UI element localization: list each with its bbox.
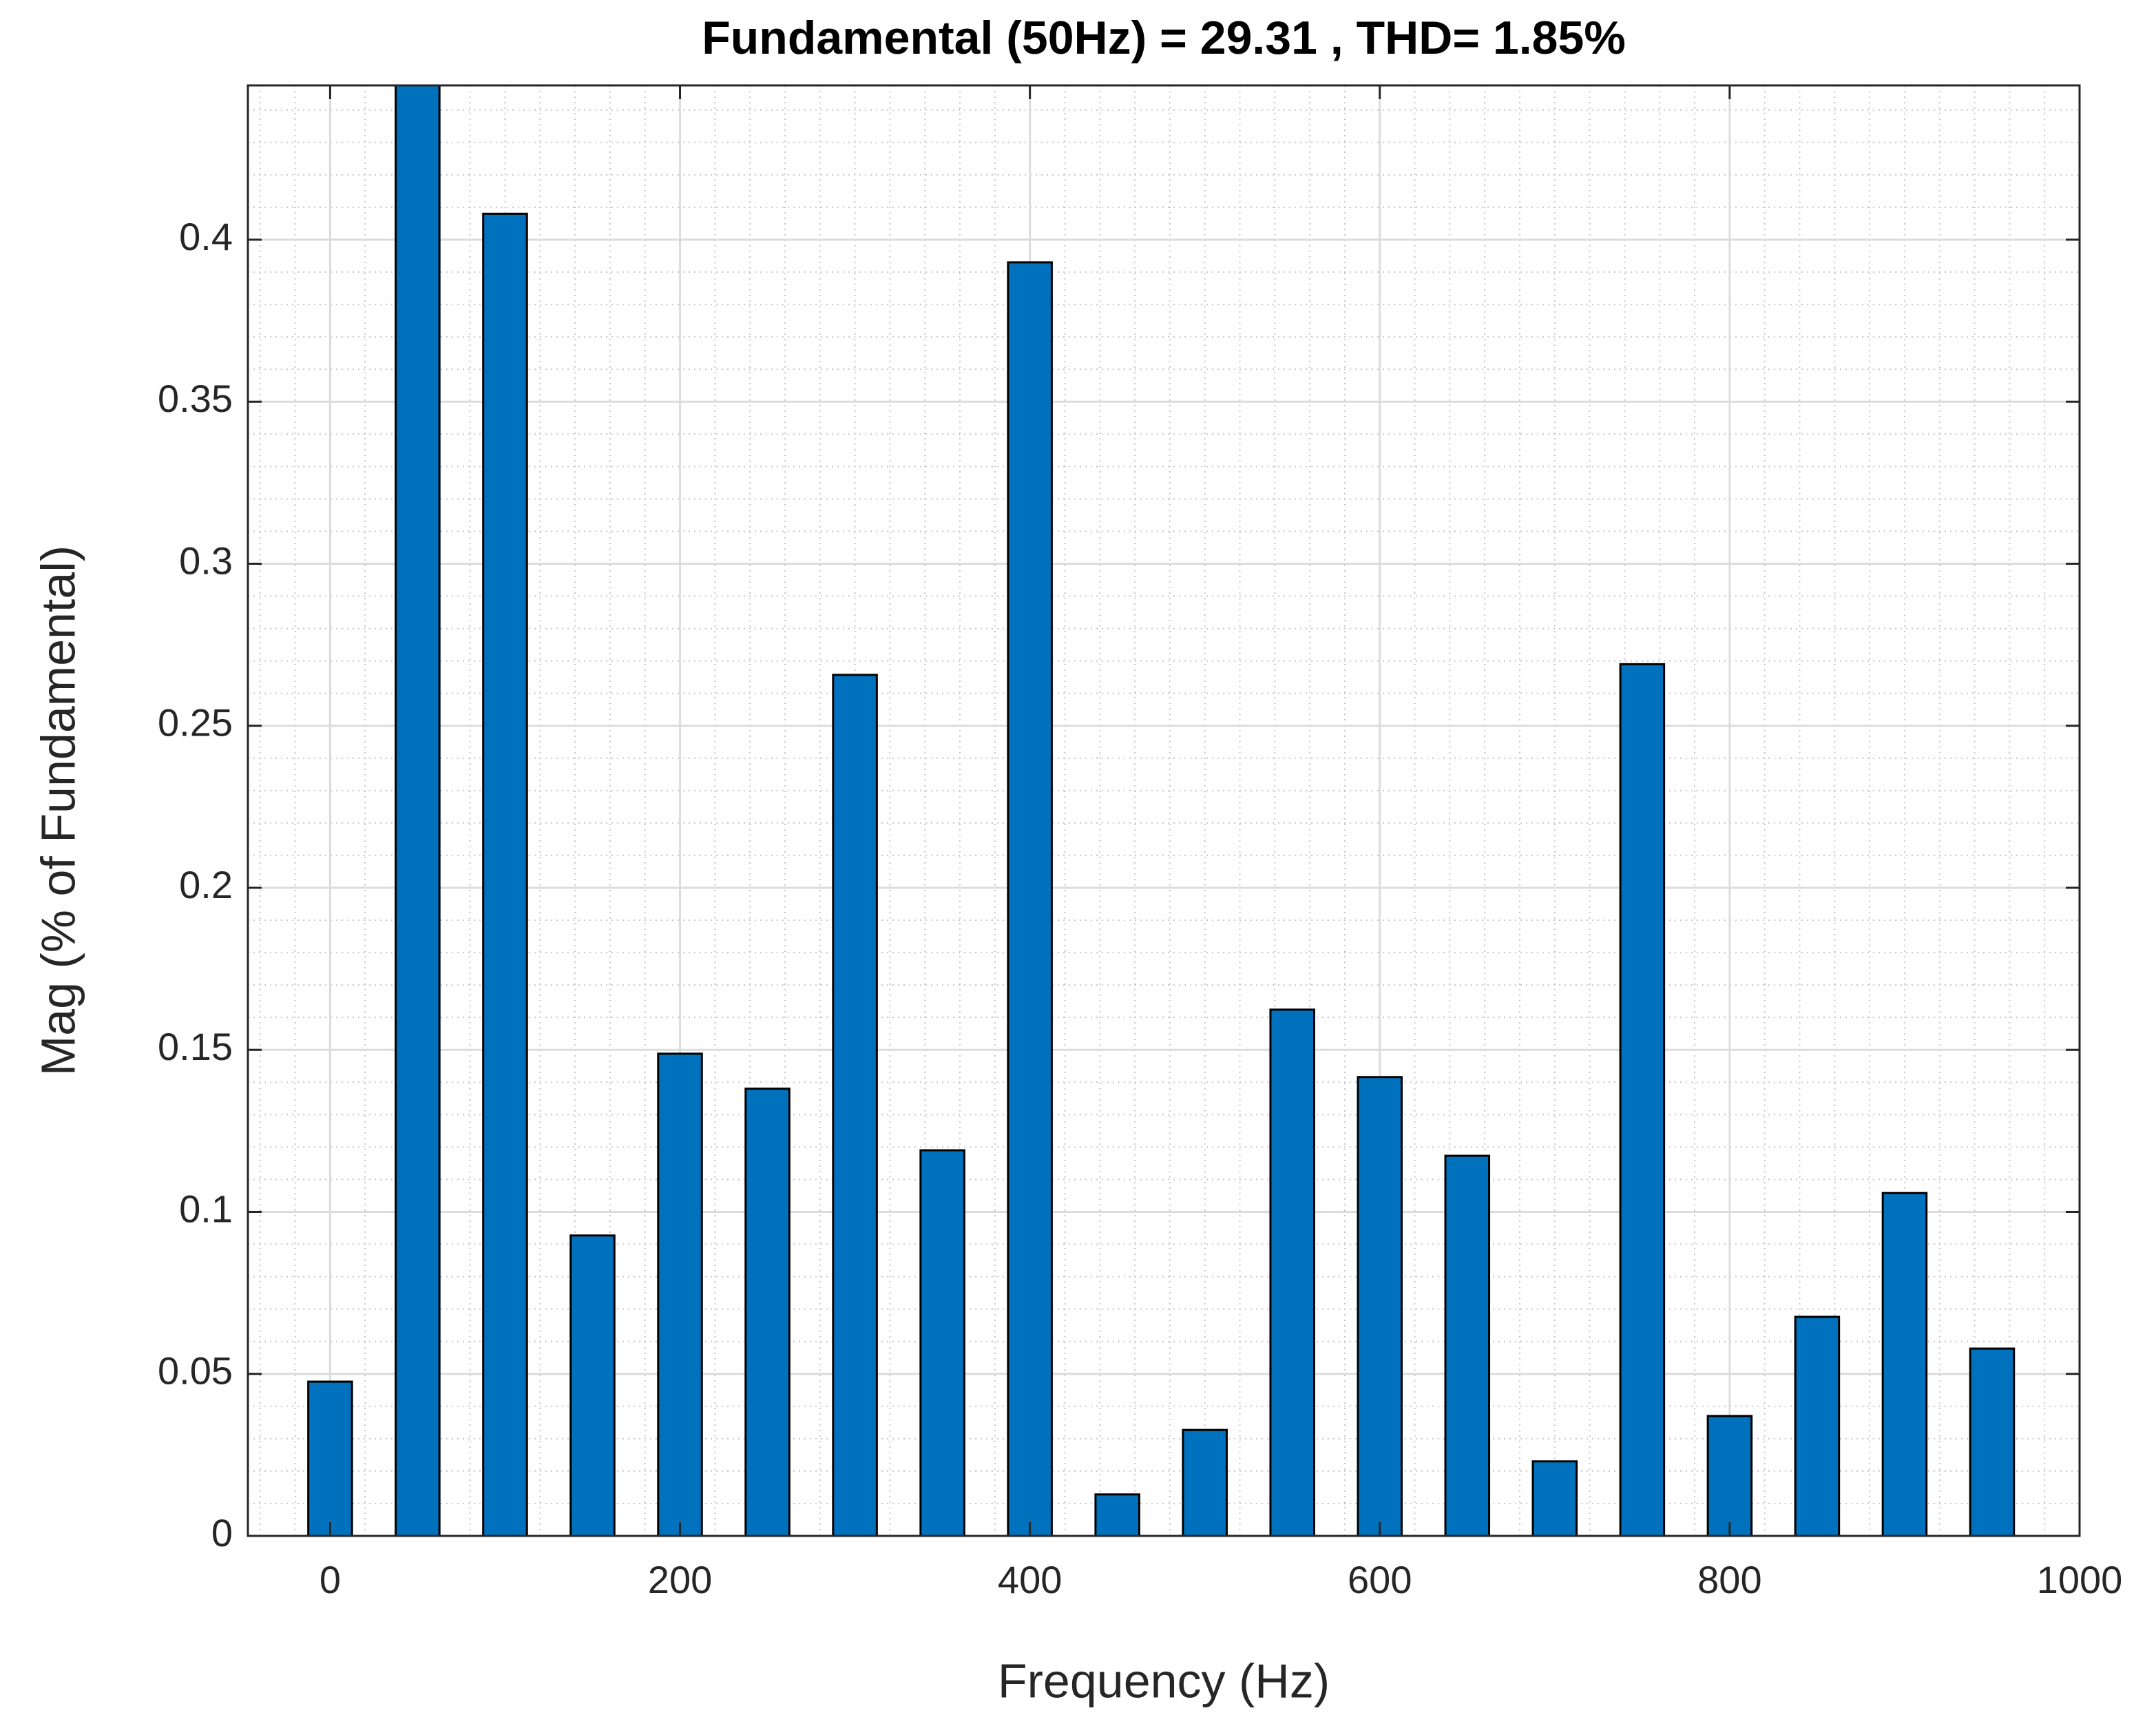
chart-title: Fundamental (50Hz) = 29.31 , THD= 1.85% bbox=[702, 12, 1626, 64]
bar bbox=[1357, 1076, 1403, 1536]
y-tick-label: 0.2 bbox=[179, 863, 233, 906]
y-tick-label: 0.15 bbox=[158, 1025, 233, 1068]
axes-box bbox=[247, 84, 2081, 1537]
x-tick-label: 800 bbox=[1697, 1558, 1761, 1601]
x-tick-label: 400 bbox=[998, 1558, 1062, 1601]
y-tick-label: 0.05 bbox=[158, 1349, 233, 1393]
bar bbox=[1969, 1347, 2016, 1536]
y-tick-label: 0.3 bbox=[179, 539, 233, 582]
x-tick-label: 200 bbox=[648, 1558, 712, 1601]
bar bbox=[1094, 1493, 1140, 1536]
bar bbox=[744, 1088, 791, 1536]
bar bbox=[1706, 1415, 1753, 1536]
y-tick-label: 0.35 bbox=[158, 377, 233, 420]
bar bbox=[569, 1234, 616, 1536]
bar bbox=[1182, 1428, 1228, 1536]
bar bbox=[307, 1380, 353, 1536]
x-axis-label: Frequency (Hz) bbox=[998, 1654, 1330, 1707]
plot-area bbox=[248, 85, 2080, 1536]
bar bbox=[1007, 261, 1053, 1536]
x-tick-label: 600 bbox=[1348, 1558, 1412, 1601]
bar bbox=[482, 212, 528, 1536]
bar bbox=[1794, 1316, 1841, 1536]
bar bbox=[919, 1149, 965, 1536]
bar bbox=[1881, 1192, 1928, 1536]
bar bbox=[1619, 663, 1666, 1536]
axes: 0 0.05 0.1 0.15 0.2 0.25 0.3 0.35 0.4 0 200 400 600 8… bbox=[158, 84, 2123, 1601]
grid bbox=[248, 85, 2081, 1537]
y-tick-label: 0.4 bbox=[179, 215, 233, 258]
bar bbox=[1444, 1154, 1491, 1536]
bar bbox=[1531, 1460, 1578, 1536]
bar bbox=[395, 85, 441, 1536]
y-tick-label: 0.25 bbox=[158, 701, 233, 745]
y-tick-label: 0 bbox=[211, 1511, 233, 1555]
bar bbox=[657, 1052, 703, 1536]
bars bbox=[307, 85, 2016, 1536]
bar bbox=[1269, 1008, 1315, 1536]
x-tick-label: 1000 bbox=[2037, 1558, 2123, 1601]
bar bbox=[832, 674, 878, 1536]
y-tick-label: 0.1 bbox=[179, 1187, 233, 1230]
x-tick-label: 0 bbox=[320, 1558, 341, 1601]
y-axis-label: Mag (% of Fundamental) bbox=[31, 545, 85, 1076]
